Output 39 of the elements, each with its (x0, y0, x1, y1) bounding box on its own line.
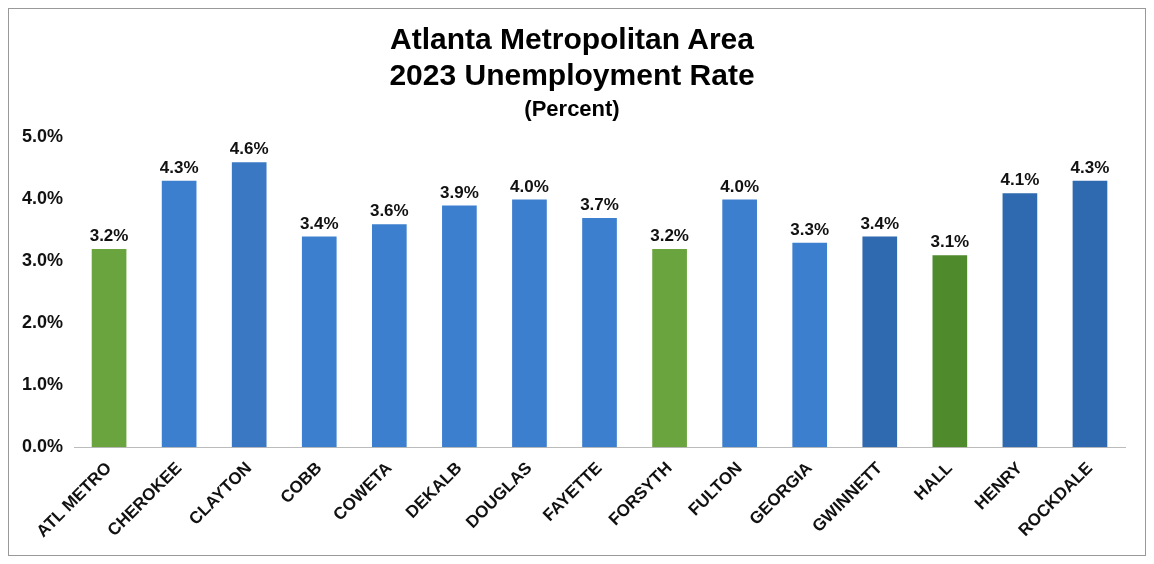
data-label: 3.7% (580, 195, 619, 215)
data-label: 3.4% (860, 213, 900, 233)
data-label: 4.6% (229, 139, 269, 159)
bar (442, 205, 477, 448)
data-label: 4.0% (510, 176, 549, 196)
bar (231, 162, 267, 448)
bar (722, 199, 757, 448)
data-label: 3.4% (299, 213, 339, 233)
y-tick-label: 2.0% (22, 312, 64, 333)
bar (301, 236, 337, 448)
data-label: 3.1% (930, 232, 970, 252)
bar (862, 236, 898, 448)
bar (512, 199, 547, 448)
text: Atlanta Metropolitan Area (390, 22, 754, 56)
data-label: 3.2% (89, 226, 129, 246)
text: 2023 Unemployment Rate (389, 58, 755, 92)
bar (1002, 193, 1038, 448)
data-label: 3.3% (790, 219, 830, 239)
y-tick-label: 1.0% (22, 374, 64, 395)
data-label: 4.0% (720, 176, 760, 196)
bar (932, 255, 968, 448)
bar (652, 248, 687, 448)
y-tick-label: 0.0% (22, 436, 64, 457)
data-label: 4.1% (1000, 170, 1040, 190)
data-label: 4.3% (159, 157, 199, 177)
data-label: 4.3% (1070, 157, 1110, 177)
data-label: 3.2% (650, 226, 689, 246)
bar (91, 248, 127, 448)
data-label: 3.9% (440, 182, 479, 202)
bar (792, 242, 828, 448)
bar (1072, 180, 1108, 448)
y-tick-label: 5.0% (22, 126, 64, 147)
bar (582, 217, 617, 448)
y-tick-label: 3.0% (22, 250, 64, 271)
chart-subtitle: (Percent) (524, 96, 620, 122)
y-tick-label: 4.0% (22, 188, 64, 209)
data-label: 3.6% (369, 201, 409, 221)
bar (161, 180, 197, 448)
bar (371, 224, 407, 448)
